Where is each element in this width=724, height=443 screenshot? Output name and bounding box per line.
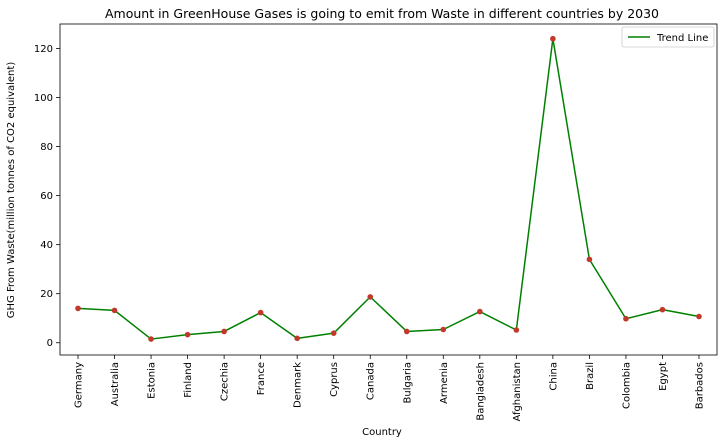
x-tick-label: Afghanistan [512, 362, 523, 422]
x-tick-label: Bangladesh [475, 362, 486, 421]
data-point [75, 305, 81, 312]
x-tick-label: Brazil [585, 362, 596, 390]
x-tick-label: Egypt [658, 362, 669, 391]
x-tick-label: Australia [110, 362, 121, 406]
x-tick-label: Bulgaria [402, 362, 413, 403]
y-tick-label: 0 [47, 338, 53, 349]
data-point [148, 336, 154, 342]
y-axis-label: GHG From Waste(million tonnes of CO2 equ… [6, 62, 17, 319]
data-point [440, 326, 447, 333]
y-tick-label: 80 [40, 142, 53, 153]
data-point [696, 313, 702, 320]
y-tick-label: 40 [40, 240, 53, 251]
x-tick-label: Denmark [293, 362, 304, 408]
x-tick-label: Cyprus [329, 362, 340, 397]
data-point [623, 315, 629, 322]
data-point [367, 294, 374, 300]
x-tick-label: Finland [183, 362, 194, 398]
legend-label: Trend Line [656, 33, 708, 44]
x-tick-label: Colombia [621, 362, 632, 409]
data-point [184, 331, 191, 338]
y-axis: 0 20 40 60 80 100 120 [34, 44, 60, 349]
data-point [550, 35, 556, 42]
data-point [477, 308, 483, 315]
data-point [586, 256, 593, 263]
legend: Trend Line [621, 26, 715, 48]
y-tick-label: 60 [40, 191, 53, 202]
data-point [330, 330, 337, 336]
data-point [257, 309, 264, 316]
x-tick-label: Barbados [695, 362, 706, 409]
x-axis-label: Country [362, 427, 402, 438]
x-tick-label: Armenia [439, 362, 450, 404]
legend-box [621, 26, 715, 48]
x-tick-label: Canada [366, 362, 377, 400]
x-tick-label: Czechia [220, 362, 231, 401]
x-tick-label: France [256, 362, 267, 395]
data-point [513, 327, 520, 333]
chart-title: Amount in GreenHouse Gases is going to e… [105, 6, 659, 21]
y-tick-label: 120 [34, 44, 53, 55]
y-tick-label: 100 [34, 93, 53, 104]
x-axis: Germany Australia Estonia Finland Czechia Fra… [74, 355, 706, 422]
x-tick-label: Germany [74, 362, 85, 408]
data-point [111, 307, 118, 314]
series-line [77, 37, 700, 340]
data-point [221, 328, 227, 335]
plot-area [59, 23, 718, 356]
x-tick-label: China [548, 362, 559, 391]
data-point [294, 335, 300, 342]
series-layer [75, 35, 702, 342]
y-tick-label: 20 [40, 289, 53, 300]
data-point [403, 328, 410, 335]
data-point [659, 306, 666, 313]
x-tick-label: Estonia [147, 362, 158, 399]
